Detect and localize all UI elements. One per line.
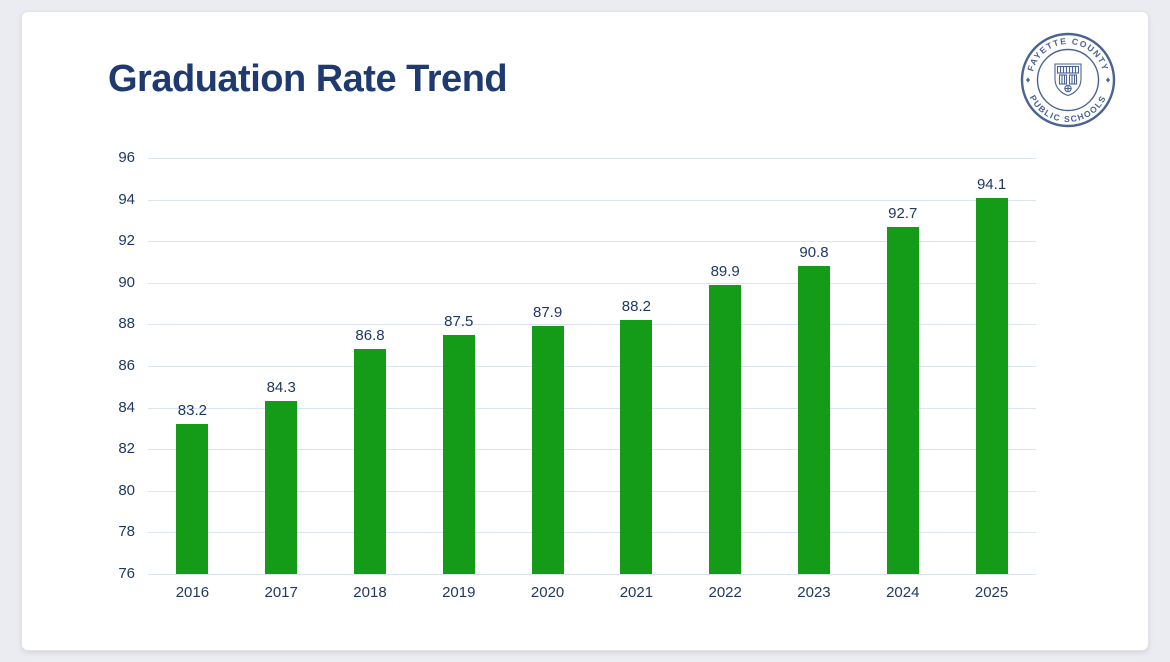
x-axis-tick-label: 2020: [530, 584, 565, 601]
gridline: [148, 449, 1036, 451]
y-axis-tick-label: 92: [118, 232, 135, 250]
x-axis-tick-label: 2023: [797, 584, 831, 601]
bar-slot: 86.8: [326, 158, 415, 574]
bar-chart-plot-area: 96 94 92 90 88 86 84 82 80 78 76 83.2 84.3 86.8 87.5 8…: [118, 149, 1036, 582]
gridline: [148, 199, 1036, 201]
bar-2016: [176, 424, 209, 574]
bar-slot: 90.8: [770, 158, 859, 574]
seal-schoolhouse-shield-icon: [1054, 63, 1082, 97]
y-axis-tick-label: 88: [118, 315, 135, 333]
bar-value-label: 92.7: [888, 204, 918, 222]
bar-value-label: 94.1: [976, 175, 1007, 193]
x-axis-tick-label: 2025: [974, 584, 1009, 601]
y-axis-tick-label: 94: [118, 190, 135, 208]
x-axis-tick-label: 2017: [264, 584, 298, 601]
x-axis-tick-label: 2018: [353, 584, 387, 601]
y-axis-tick-label: 78: [118, 523, 135, 541]
bar-2021: [620, 320, 653, 574]
bar-2024: [886, 226, 919, 574]
seal-right-diamond-icon: [1106, 77, 1110, 83]
gridline: [148, 158, 1036, 159]
bar-value-label: 87.9: [532, 304, 563, 322]
gridline: [148, 532, 1036, 534]
x-axis-tick-label: 2016: [175, 584, 210, 601]
bar-2018: [353, 349, 386, 574]
bars-layer: 83.2 84.3 86.8 87.5 87.9 88.2 89.9 90.8 92.7 94.1: [148, 158, 1036, 574]
y-axis-tick-label: 80: [118, 481, 135, 499]
bar-2020: [531, 326, 564, 574]
bar-slot: 89.9: [681, 158, 770, 574]
bar-2022: [709, 284, 742, 574]
bar-slot: 94.1: [947, 158, 1036, 574]
page-title: Graduation Rate Trend: [108, 58, 508, 100]
bar-slot: 88.2: [592, 158, 681, 574]
x-axis-tick-label: 2019: [442, 584, 476, 601]
x-axis-tick-label: 2021: [619, 584, 654, 601]
bar-slot: 83.2: [148, 158, 237, 574]
gridline: [148, 241, 1036, 243]
fayette-county-public-schools-seal-logo: FAYETTE COUNTY PUBLIC SCHOOLS: [1020, 32, 1116, 128]
x-axis: 2016 2017 2018 2019 2020 2021 2022 2023 2024 2025: [148, 584, 1036, 601]
y-axis-tick-label: 96: [118, 149, 135, 167]
bar-2025: [975, 197, 1008, 574]
bar-value-label: 83.2: [177, 402, 207, 420]
gridline: [148, 366, 1036, 367]
bar-value-label: 86.8: [355, 327, 385, 345]
gridline: [148, 282, 1036, 284]
bar-2017: [265, 401, 298, 574]
y-axis-tick-label: 84: [118, 398, 135, 416]
bar-slot: 87.9: [503, 158, 592, 574]
bar-value-label: 90.8: [799, 244, 829, 262]
bar-value-label: 88.2: [621, 298, 651, 316]
bar-slot: 92.7: [858, 158, 947, 574]
bar-slot: 84.3: [237, 158, 326, 574]
bar-2019: [442, 334, 475, 574]
bar-2023: [797, 266, 830, 574]
seal-inner-ring: [1036, 48, 1100, 112]
bar-value-label: 87.5: [444, 312, 474, 330]
gridline: [148, 490, 1036, 492]
gridline: [148, 574, 1036, 575]
y-axis-tick-label: 86: [118, 357, 135, 375]
seal-outer-ring: [1020, 32, 1116, 128]
bar-slot: 87.5: [414, 158, 503, 574]
gridline: [148, 324, 1036, 326]
x-axis-tick-label: 2022: [708, 584, 742, 601]
seal-left-diamond-icon: [1026, 77, 1030, 83]
bar-value-label: 89.9: [710, 262, 740, 280]
y-axis-tick-label: 90: [118, 273, 135, 291]
slide-card: Graduation Rate Trend FAYETTE COUNTY PUB…: [22, 12, 1148, 650]
gridline: [148, 407, 1036, 409]
y-axis-tick-label: 76: [118, 565, 135, 583]
bar-value-label: 84.3: [266, 379, 296, 397]
x-axis-tick-label: 2024: [886, 584, 920, 601]
y-axis-tick-label: 82: [118, 440, 135, 458]
